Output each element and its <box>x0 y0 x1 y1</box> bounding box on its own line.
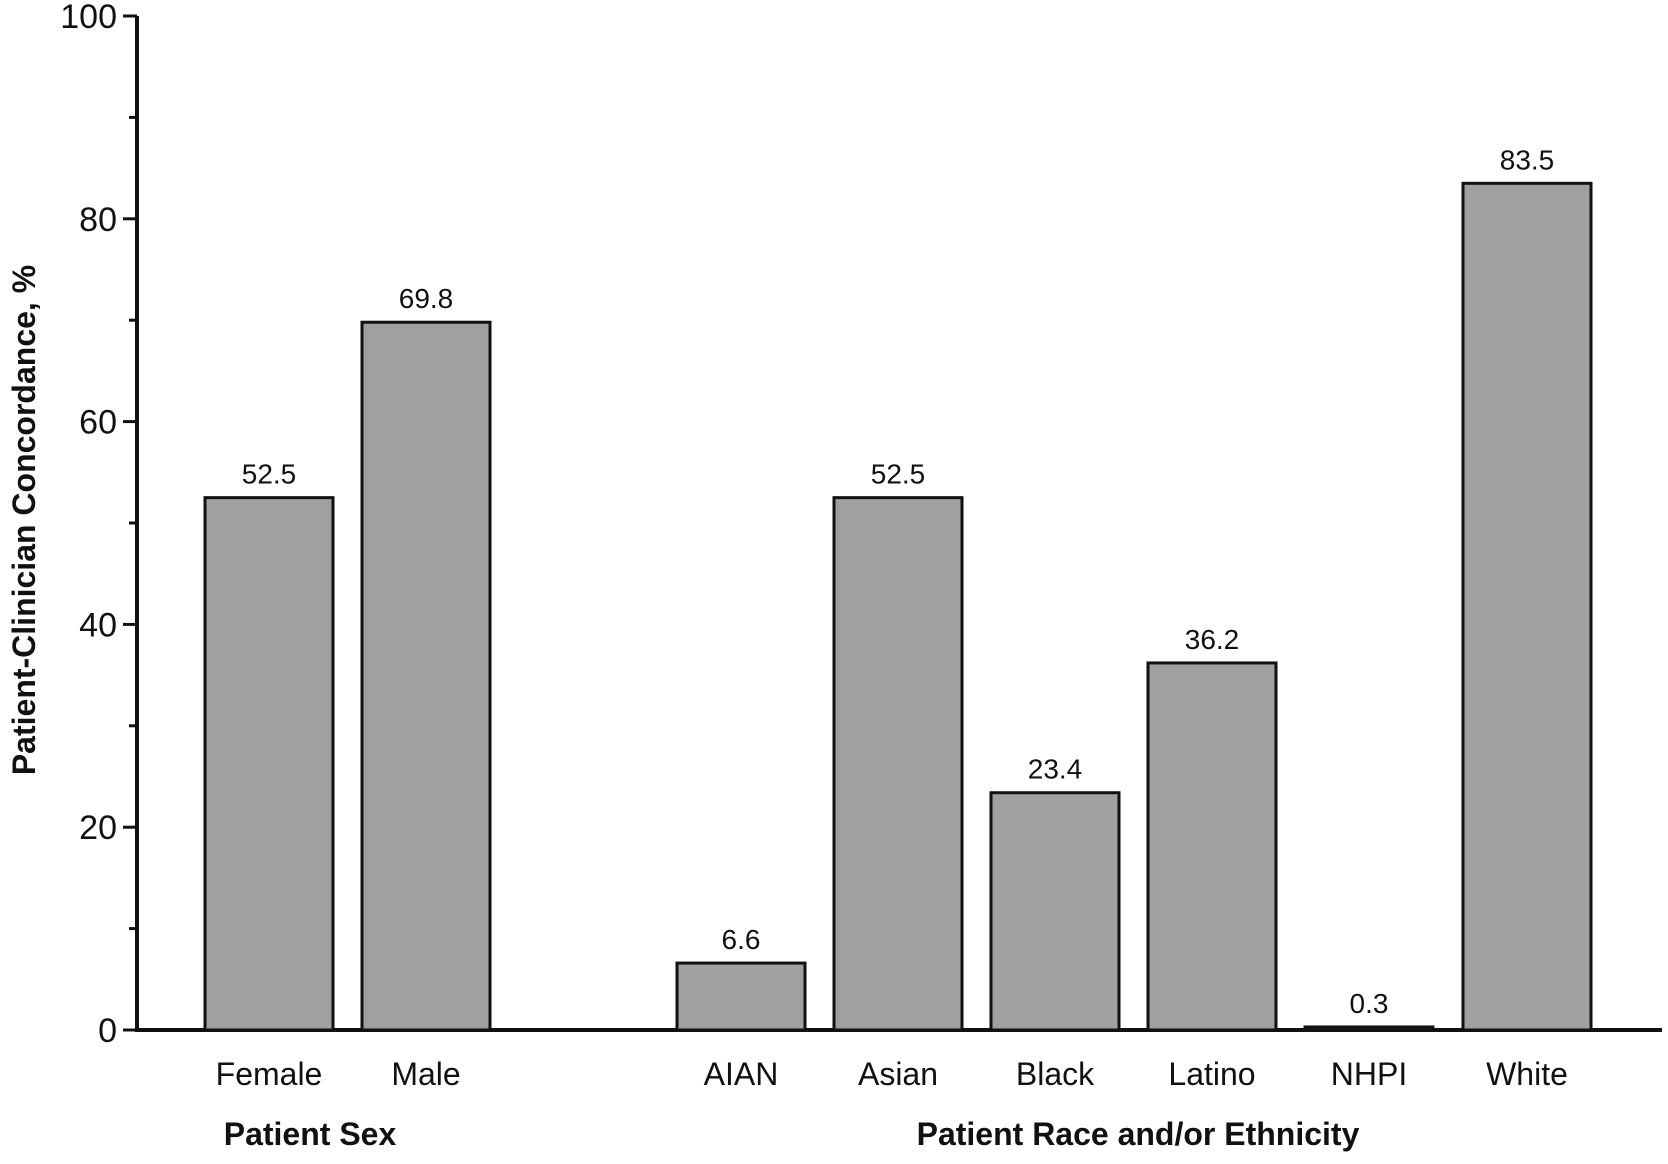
y-tick-label: 0 <box>98 1012 117 1050</box>
y-axis-title: Patient-Clinician Concordance, % <box>6 265 42 775</box>
bar-black <box>989 791 1121 1032</box>
category-label-asian: Asian <box>858 1056 938 1092</box>
y-tick-label: 100 <box>60 0 117 36</box>
value-label-aian: 6.6 <box>722 924 761 955</box>
bar-nhpi <box>1303 1025 1435 1032</box>
category-label-aian: AIAN <box>704 1056 779 1092</box>
bar-male <box>360 320 492 1032</box>
value-label-nhpi: 0.3 <box>1350 988 1389 1019</box>
labels: 52.5 Female 69.8 Male Patient Sex 6.6 AIAN 52.5… <box>216 144 1568 1152</box>
group-label: Patient Race and/or Ethnicity <box>917 1116 1360 1152</box>
bar-female <box>203 496 335 1032</box>
y-tick-label: 80 <box>79 201 117 239</box>
bars <box>203 181 1593 1032</box>
bar-asian <box>832 496 964 1032</box>
y-tick-label: 60 <box>79 404 117 442</box>
bar-aian <box>675 961 807 1032</box>
bar-latino <box>1146 661 1278 1032</box>
category-label-male: Male <box>391 1056 460 1092</box>
value-label-black: 23.4 <box>1028 754 1083 785</box>
category-label-nhpi: NHPI <box>1331 1056 1407 1092</box>
value-label-asian: 52.5 <box>871 459 926 490</box>
category-label-latino: Latino <box>1168 1056 1255 1092</box>
category-label-black: Black <box>1016 1056 1095 1092</box>
y-tick-label: 20 <box>79 809 117 847</box>
value-label-white: 83.5 <box>1500 144 1555 175</box>
value-label-female: 52.5 <box>242 459 297 490</box>
group-label: Patient Sex <box>224 1116 397 1152</box>
category-label-female: Female <box>216 1056 323 1092</box>
y-tick-label: 40 <box>79 606 117 644</box>
value-label-male: 69.8 <box>399 283 454 314</box>
value-label-latino: 36.2 <box>1185 624 1240 655</box>
bar-white <box>1461 181 1593 1032</box>
category-label-white: White <box>1486 1056 1568 1092</box>
